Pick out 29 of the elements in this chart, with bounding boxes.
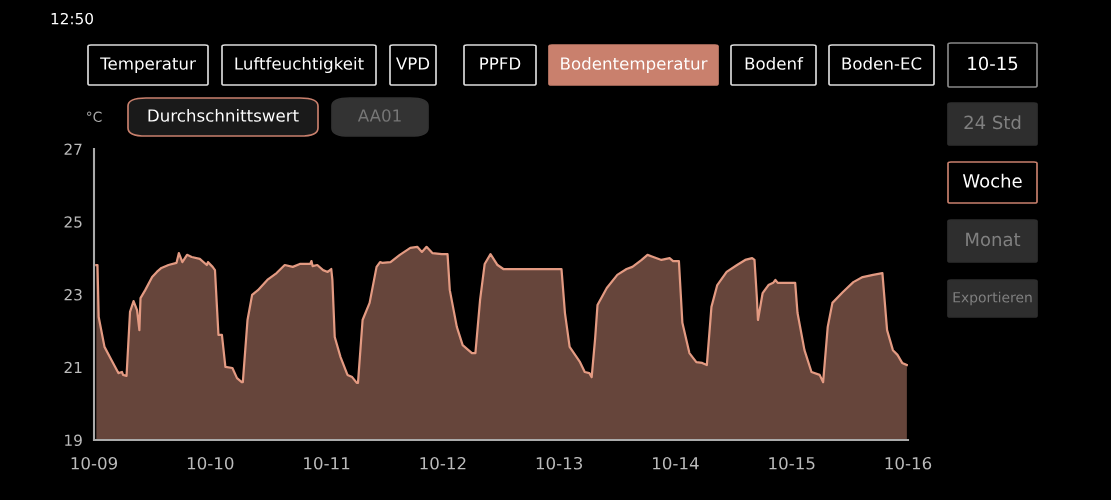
y-tick-label: 23 xyxy=(64,288,82,301)
text: 12:50 xyxy=(51,12,93,25)
text: Bodentemperatur xyxy=(561,56,708,74)
text: Woche xyxy=(962,173,1022,188)
x-tick-label: 10-11 xyxy=(304,456,350,470)
x-tick-label: 10-13 xyxy=(536,456,583,470)
y-tick-label: 27 xyxy=(64,143,82,155)
y-tick-label: 21 xyxy=(64,361,82,374)
text: Exportieren xyxy=(953,291,1032,306)
text: 10-15 xyxy=(968,56,1018,71)
x-tick-label: 10-14 xyxy=(653,456,699,470)
x-tick-label: 10-12 xyxy=(420,456,466,470)
text: Boden-EC xyxy=(842,56,922,70)
text: Temperatur xyxy=(100,57,196,74)
text: 24 Std xyxy=(964,115,1021,130)
x-tick-label: 10-16 xyxy=(885,456,932,470)
x-tick-label: 10-09 xyxy=(71,456,118,470)
y-axis-title: °C xyxy=(87,111,102,123)
text: PPFD xyxy=(480,57,521,70)
text: VPD xyxy=(395,57,430,70)
text: Bodenf xyxy=(745,56,804,70)
text: Luftfeuchtigkeit xyxy=(235,56,364,74)
y-tick-label: 25 xyxy=(64,216,82,228)
x-tick-label: 10-10 xyxy=(187,456,234,470)
text: Monat xyxy=(966,232,1021,247)
text: AA01 xyxy=(357,109,401,122)
y-tick-label: 19 xyxy=(65,434,82,447)
text: Durchschnittswert xyxy=(148,108,299,122)
x-tick-label: 10-15 xyxy=(769,456,815,470)
